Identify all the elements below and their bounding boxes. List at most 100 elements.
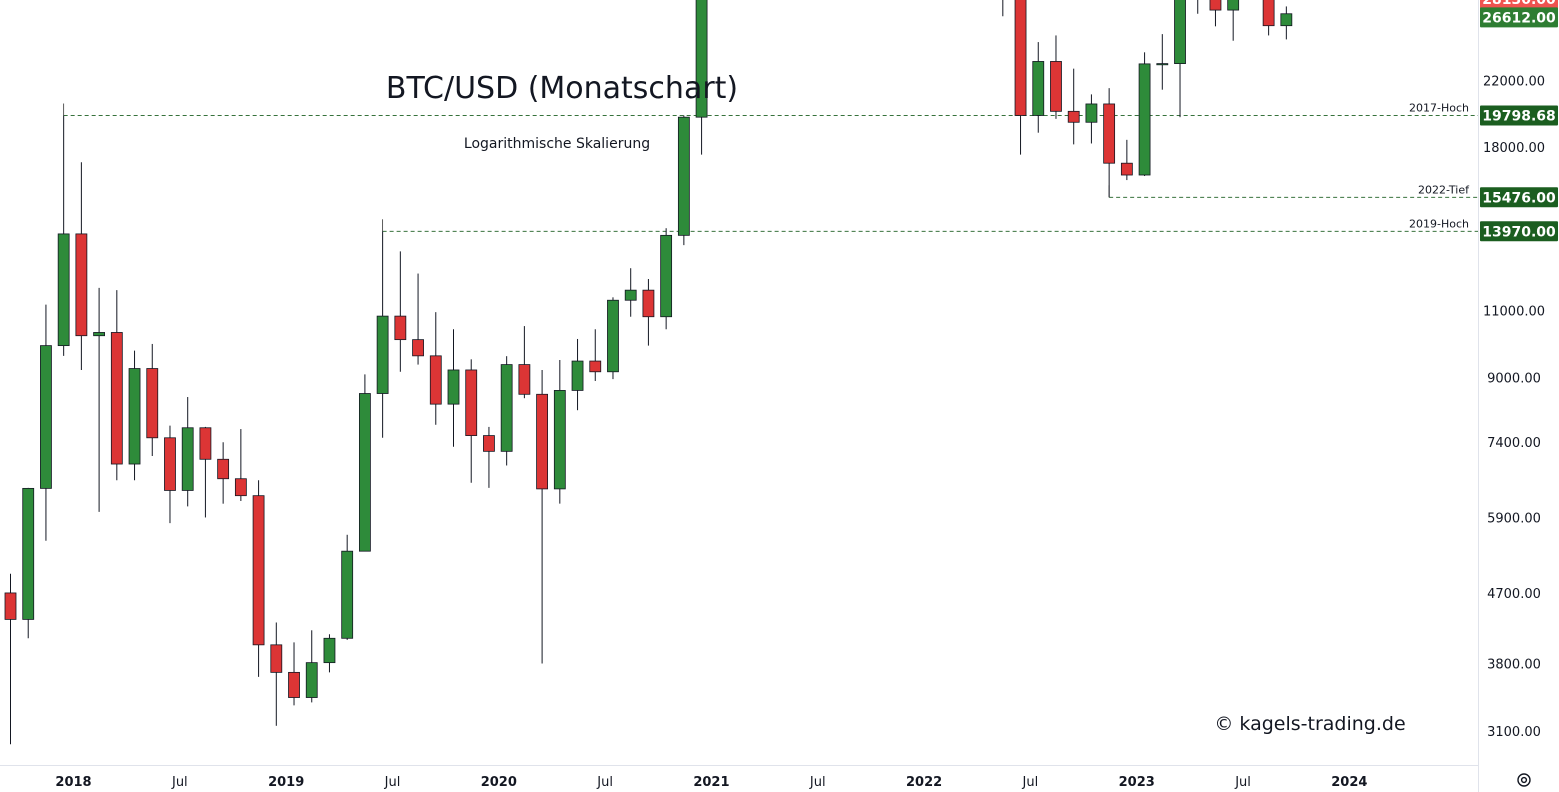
candle-body xyxy=(412,339,424,357)
candle xyxy=(4,573,17,745)
candle xyxy=(217,442,230,504)
price-axis[interactable]: 3100.00 3800.00 4700.00 5900.00 7400.00 9000.… xyxy=(1483,0,1545,741)
level-label: 2017-Hoch xyxy=(1409,102,1469,115)
price-tick-label: 5900.00 xyxy=(1487,511,1541,526)
candle-body xyxy=(22,487,35,620)
time-tick-label: 2022 xyxy=(906,775,942,790)
candle-body xyxy=(93,332,105,337)
price-tick-label: 22000.00 xyxy=(1483,75,1545,90)
candle-body xyxy=(695,0,708,118)
time-tick-label: Jul xyxy=(1234,775,1251,790)
time-tick-label: Jul xyxy=(809,775,826,790)
level-label: 2022-Tief xyxy=(1418,183,1470,196)
candle-body xyxy=(1050,61,1062,112)
candle xyxy=(483,426,495,488)
candle xyxy=(677,115,690,246)
candle xyxy=(642,278,655,346)
candle xyxy=(1103,88,1116,198)
candle xyxy=(376,231,389,438)
price-badge-label: 28130.00 xyxy=(1482,0,1556,8)
candle xyxy=(1197,0,1199,14)
candle-body xyxy=(518,364,531,395)
candle-body xyxy=(1014,0,1027,116)
candle-body xyxy=(536,393,548,490)
candle-body xyxy=(146,368,159,439)
candle xyxy=(1262,0,1275,36)
candle-body xyxy=(40,345,52,489)
candle-body xyxy=(199,427,212,460)
price-badge-label: 26612.00 xyxy=(1482,10,1556,26)
candle-body xyxy=(217,458,230,480)
candle xyxy=(40,304,52,541)
candle xyxy=(305,630,318,703)
candle xyxy=(181,397,194,507)
candle xyxy=(1138,52,1151,177)
candle-body xyxy=(642,289,655,318)
candle xyxy=(1067,68,1080,145)
candle-body xyxy=(1103,103,1116,164)
price-badge-bg xyxy=(1480,0,1558,9)
candle xyxy=(199,426,212,518)
price-tick-label: 3800.00 xyxy=(1487,658,1541,673)
candle xyxy=(429,312,442,425)
price-badges: 69000.0064854.0048189.8442000.3032917.17… xyxy=(1480,0,1558,242)
candle xyxy=(624,268,637,317)
plot-background xyxy=(0,0,1478,765)
candle xyxy=(1209,0,1222,27)
candle-body xyxy=(1067,110,1080,123)
candle-body xyxy=(1085,103,1098,123)
candle xyxy=(164,425,176,524)
candle-body xyxy=(429,355,442,405)
candle-body xyxy=(1174,0,1186,64)
candle-body xyxy=(234,478,247,497)
candle xyxy=(110,290,123,481)
candle-body xyxy=(465,369,478,436)
candle-body xyxy=(181,427,194,491)
candle xyxy=(553,360,566,504)
candle xyxy=(394,251,407,372)
candle xyxy=(589,329,602,381)
price-badge-bg xyxy=(1480,7,1558,28)
candle-body xyxy=(483,435,495,452)
price-badge-label: 13970.00 xyxy=(1482,224,1556,240)
candle-body xyxy=(607,299,619,373)
candle xyxy=(412,273,424,365)
price-tick-label: 9000.00 xyxy=(1487,371,1541,386)
candle-body xyxy=(1209,0,1222,11)
candle xyxy=(323,634,336,673)
price-badge: 28130.00 xyxy=(1480,0,1558,9)
candle xyxy=(447,329,460,447)
price-tick-label: 7400.00 xyxy=(1487,436,1541,451)
candle-body xyxy=(57,233,70,347)
candle-body xyxy=(110,332,123,465)
candle xyxy=(93,287,105,512)
time-tick-label: 2023 xyxy=(1119,775,1155,790)
candle-body xyxy=(394,315,407,341)
candle xyxy=(660,228,673,330)
candle-body xyxy=(1032,61,1045,116)
candle xyxy=(1227,0,1240,41)
candle xyxy=(57,115,70,356)
level-label: 2019-Hoch xyxy=(1409,217,1469,230)
candle xyxy=(1174,0,1186,118)
time-tick-label: Jul xyxy=(384,775,401,790)
time-tick-label: 2021 xyxy=(693,775,729,790)
candle xyxy=(358,374,371,552)
price-badge: 15476.00 xyxy=(1480,187,1558,208)
price-tick-label: 4700.00 xyxy=(1487,587,1541,602)
candle xyxy=(465,359,478,483)
chart-title: BTC/USD (Monatschart) xyxy=(386,71,738,106)
candle-body xyxy=(1280,13,1293,27)
price-badge-label: 15476.00 xyxy=(1482,190,1556,206)
time-axis[interactable]: 2018 Jul 2019 Jul 2020 Jul 2021 Jul 2022 Jul 2023 J… xyxy=(55,775,1367,790)
price-badge-bg xyxy=(1480,221,1558,242)
price-badge: 13970.00 xyxy=(1480,221,1558,242)
candle-body xyxy=(376,315,389,394)
time-tick-label: Jul xyxy=(1022,775,1039,790)
candle-body xyxy=(1156,63,1169,66)
gear-icon[interactable] xyxy=(1517,773,1531,787)
time-tick-label: Jul xyxy=(596,775,613,790)
price-badge: 26612.00 xyxy=(1480,7,1558,28)
candle-body xyxy=(1262,0,1275,27)
